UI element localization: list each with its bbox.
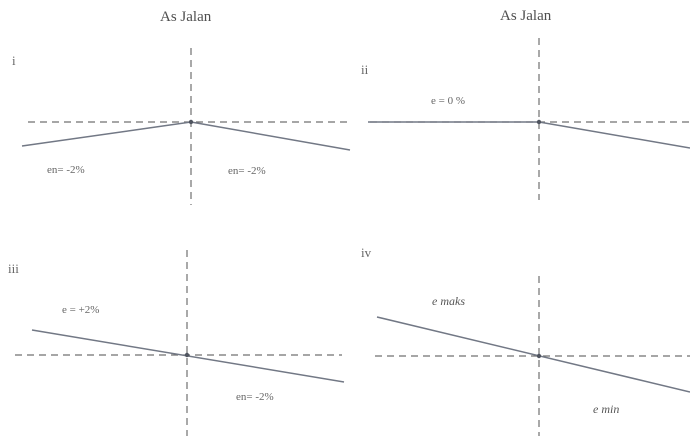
panel-ii-right-crossfall bbox=[538, 121, 690, 149]
panel-iii-right-slope-label: en= -2% bbox=[236, 391, 274, 403]
heading-left: As Jalan bbox=[160, 9, 212, 25]
panel-iv-max-label: e maks bbox=[432, 294, 465, 308]
heading-right: As Jalan bbox=[500, 8, 552, 24]
panel-label-i: i bbox=[12, 53, 16, 68]
panel-iv-min-label: e min bbox=[593, 402, 620, 416]
panel-iii-pivot-point bbox=[184, 352, 190, 358]
panel-ii-crown-point bbox=[536, 119, 542, 125]
panel-iv-graphics bbox=[375, 276, 690, 436]
panel-label-ii: ii bbox=[361, 62, 369, 77]
panel-i-right-slope-label: en= -2% bbox=[228, 165, 266, 177]
panel-ii-graphics bbox=[368, 38, 690, 200]
panel-i-graphics bbox=[21, 48, 351, 205]
panel-ii-slope-label: e = 0 % bbox=[431, 95, 465, 107]
panel-iii-graphics bbox=[15, 250, 345, 436]
panel-label-iv: iv bbox=[361, 245, 372, 260]
panel-i-left-crossfall bbox=[21, 121, 192, 147]
panel-iv-pivot-point bbox=[536, 353, 542, 359]
panel-i-right-crossfall bbox=[190, 121, 351, 151]
panel-iv-crossfall-line bbox=[376, 316, 690, 393]
panel-i-left-slope-label: en= -2% bbox=[47, 164, 85, 176]
panel-label-iii: iii bbox=[8, 261, 19, 276]
panel-i-crown-point bbox=[188, 119, 194, 125]
panel-iii-left-slope-label: e = +2% bbox=[62, 304, 100, 316]
